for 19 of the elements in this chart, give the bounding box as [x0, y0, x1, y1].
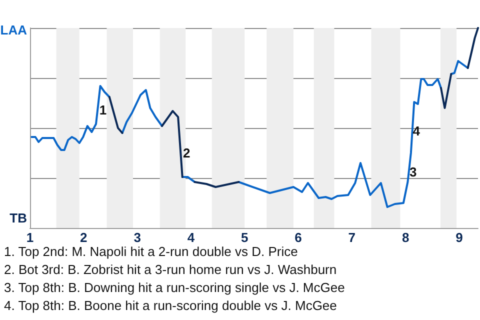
- x-tick-label: 9: [456, 230, 463, 245]
- text: 2. Bot 3rd: B. Zobrist hit a 3-run home run vs J. Washburn: [4, 262, 337, 277]
- x-tick-label: 3: [134, 230, 141, 245]
- text: LAA: [0, 22, 28, 38]
- x-tick-label: 6: [294, 230, 302, 245]
- x-tick-label: 5: [240, 230, 248, 245]
- x-tick-label: 4: [187, 230, 196, 245]
- text: 1. Top 2nd: M. Napoli hit a 2-run double vs D. Price: [4, 244, 298, 259]
- x-tick-label: 7: [348, 230, 356, 245]
- text: TB: [10, 210, 27, 226]
- x-tick-label: 8: [402, 230, 410, 245]
- annotation: 3: [409, 164, 417, 180]
- annotation: 2: [183, 146, 190, 160]
- text: 4. Top 8th: B. Boone hit a run-scoring double vs J. McGee: [4, 298, 337, 313]
- annotation: 4: [412, 124, 421, 138]
- annotation: 1: [99, 102, 107, 118]
- x-tick-label: 2: [80, 230, 88, 245]
- x-tick-label: 1: [26, 230, 34, 245]
- text: 3. Top 8th: B. Downing hit a run-scoring single vs J. McGee: [4, 280, 345, 295]
